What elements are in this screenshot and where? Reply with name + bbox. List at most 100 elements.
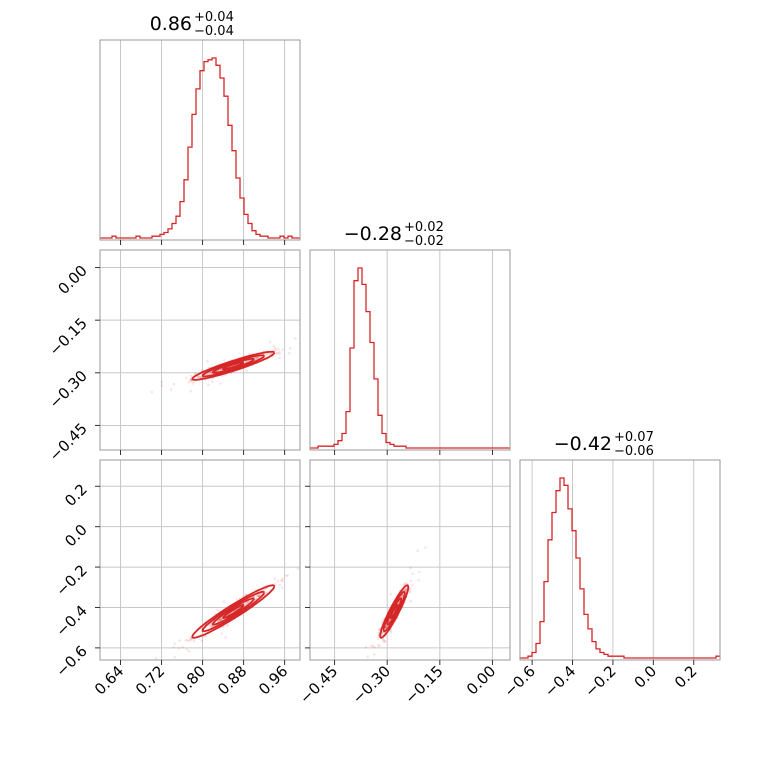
x-tick-label: 0.88 <box>214 662 250 698</box>
sample-point <box>247 600 250 604</box>
sample-point <box>302 343 305 346</box>
x-tick-label: −0.6 <box>500 662 538 700</box>
sample-point <box>373 653 376 656</box>
sample-point <box>377 643 380 647</box>
sample-point <box>266 352 269 356</box>
sample-point <box>184 639 188 642</box>
sample-point <box>245 369 248 372</box>
sample-point <box>216 608 219 612</box>
sample-point <box>416 549 419 553</box>
panel-frame <box>309 249 511 451</box>
sample-point <box>173 642 177 645</box>
sample-point <box>281 579 284 583</box>
sample-point <box>278 356 281 360</box>
sample-point <box>264 591 268 595</box>
sample-point <box>384 639 387 643</box>
sample-point <box>256 357 259 360</box>
sample-point <box>169 388 173 391</box>
sample-point <box>177 646 181 650</box>
sample-point <box>189 636 192 639</box>
sample-point <box>209 625 212 629</box>
sample-point <box>275 352 279 355</box>
sample-point <box>294 337 297 340</box>
sample-point <box>187 639 191 643</box>
sample-point <box>364 646 368 649</box>
sample-point <box>280 579 283 582</box>
sample-point <box>222 600 226 603</box>
sample-point <box>224 636 227 639</box>
sample-point <box>208 623 212 627</box>
x-tick-label: 0.0 <box>631 662 661 692</box>
sample-point <box>417 578 421 582</box>
sample-point <box>404 587 408 591</box>
y-tick-label: 0.00 <box>54 262 90 298</box>
sample-point <box>402 583 406 586</box>
sample-point <box>371 644 375 648</box>
contour-level-3 <box>379 584 410 639</box>
sample-point <box>187 650 191 653</box>
sample-point <box>150 390 153 394</box>
sample-point <box>285 574 288 577</box>
sample-point <box>172 382 176 386</box>
sample-point <box>389 592 393 596</box>
sample-point <box>405 582 409 585</box>
scatter-panel-0-2 <box>99 459 323 668</box>
sample-point <box>198 375 202 379</box>
sample-point <box>189 637 192 641</box>
sample-point <box>281 348 284 352</box>
scatter-panel-1-2 <box>309 459 511 672</box>
y-tick-label: −0.45 <box>46 420 91 465</box>
param-title-median: −0.42 <box>554 433 612 455</box>
sample-point <box>200 639 204 643</box>
contour-level-1 <box>211 357 255 374</box>
sample-point <box>206 359 209 363</box>
sample-point <box>304 569 307 572</box>
sample-point <box>362 669 365 672</box>
sample-point <box>257 594 261 598</box>
sample-point <box>404 582 407 585</box>
sample-point <box>219 618 222 622</box>
panel-frame <box>309 459 511 661</box>
sample-point <box>409 579 413 583</box>
contour-level-2 <box>201 590 265 633</box>
sample-point <box>178 639 181 642</box>
sample-point <box>409 600 413 603</box>
sample-point <box>189 374 193 378</box>
y-tick-label: 0.2 <box>61 480 91 510</box>
panel-frame <box>99 459 301 661</box>
sample-point <box>286 574 290 577</box>
sample-point <box>280 586 284 589</box>
param-title-median: 0.86 <box>150 13 192 35</box>
sample-point <box>289 347 292 350</box>
sample-point <box>278 583 282 587</box>
panel-frame <box>99 39 301 241</box>
sample-point <box>163 665 166 668</box>
sample-point <box>185 376 188 380</box>
sample-point <box>377 644 381 648</box>
histogram-panel-0: 0.86 +0.04−0.04 <box>99 10 301 241</box>
sample-point <box>196 376 200 379</box>
sample-point <box>287 351 291 355</box>
sample-point <box>381 618 385 622</box>
param-title-median: −0.28 <box>344 223 402 245</box>
x-tick-label: −0.30 <box>349 662 394 707</box>
contour-level-3 <box>191 584 276 639</box>
x-tick-label: −0.15 <box>401 662 446 707</box>
sample-point <box>424 546 427 549</box>
sample-point <box>378 627 381 631</box>
sample-point <box>306 340 309 343</box>
sample-point <box>219 617 222 621</box>
param-title-upper-error: +0.07 <box>614 430 654 445</box>
x-tick-label: −0.4 <box>541 662 579 700</box>
sample-point <box>219 382 222 385</box>
sample-point <box>252 595 256 598</box>
sample-point <box>320 561 323 564</box>
sample-point <box>191 382 194 385</box>
panel-frame <box>519 459 721 661</box>
sample-point <box>278 350 281 354</box>
sample-point <box>273 346 277 350</box>
sample-point <box>408 586 412 590</box>
sample-point <box>207 383 210 387</box>
contour-level-0 <box>222 361 245 371</box>
